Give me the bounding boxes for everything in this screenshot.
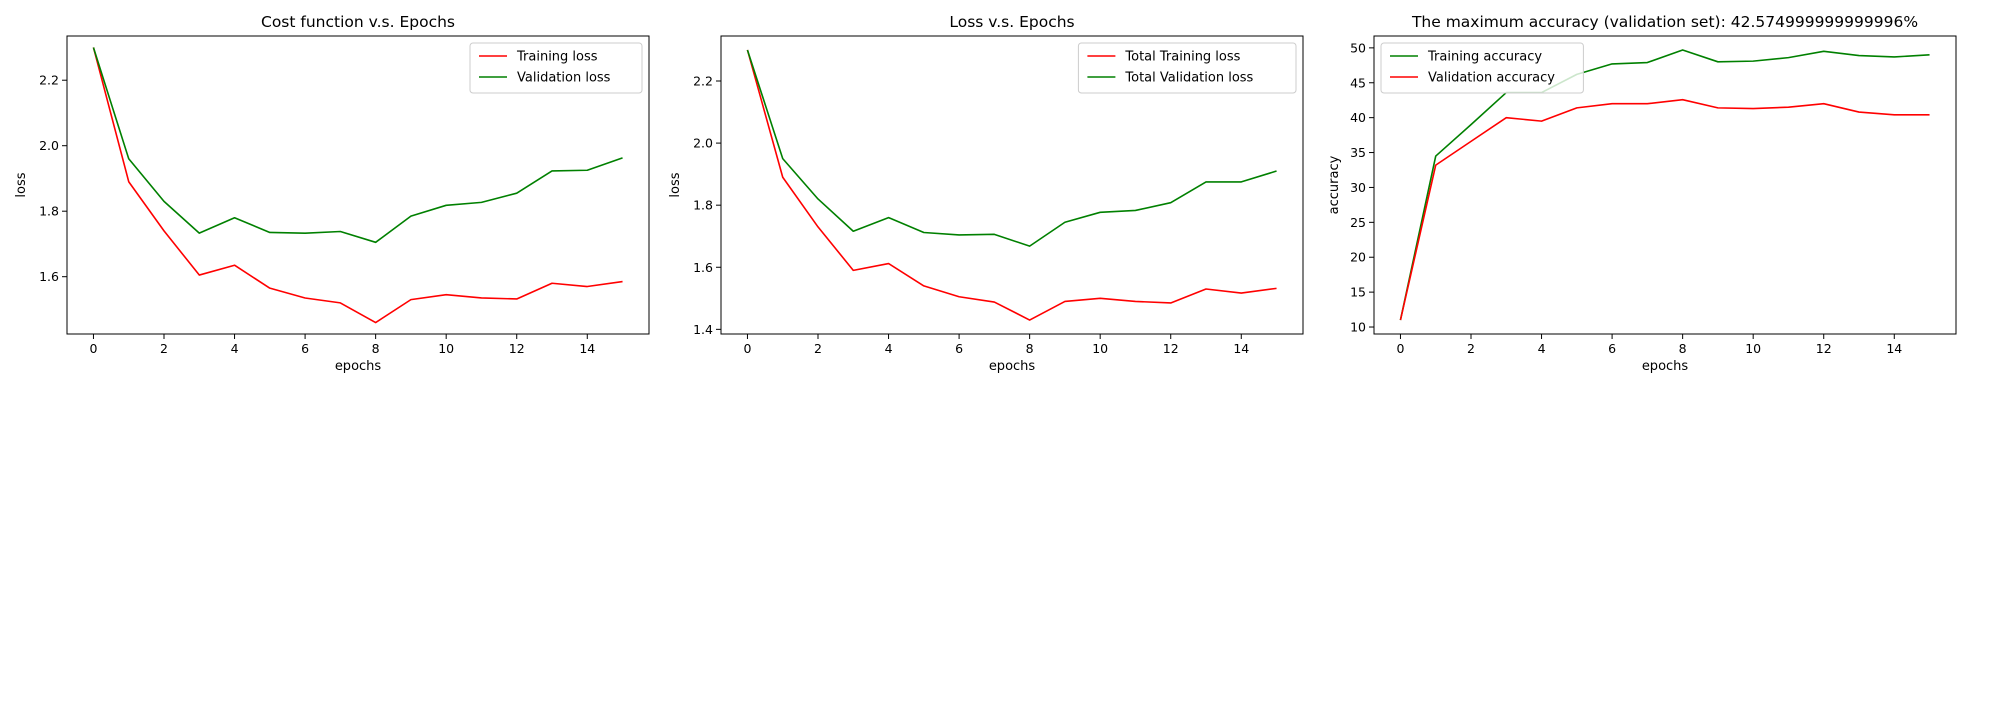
x-tick-label: 10: [438, 341, 454, 356]
series-line-2: [746, 49, 1277, 247]
x-tick-label: 2: [814, 341, 822, 356]
series-lines: [746, 49, 1277, 321]
legend-box: [1077, 42, 1297, 94]
x-tick-label: 10: [1092, 341, 1108, 356]
x-tick-label: 0: [743, 341, 751, 356]
y-axis-label: loss: [668, 172, 683, 197]
legend-label: Validation loss: [517, 71, 611, 86]
plot-frame: [720, 35, 1304, 335]
y-tick-label: 2.2: [693, 74, 713, 89]
chart-title: The maximum accuracy (validation set): 4…: [1411, 13, 1918, 31]
legend-label: Total Training loss: [1124, 50, 1240, 65]
x-tick-label: 4: [1538, 341, 1546, 356]
chart-2: Loss v.s. Epochs 0 2 4 6 8 10 12 14 1.4 1.6 1.8 2.0 2…: [668, 13, 1304, 374]
legend-label: Training accuracy: [1427, 50, 1542, 65]
x-tick-label: 2: [160, 341, 168, 356]
x-tick-label: 14: [1886, 341, 1902, 356]
x-axis-label: epochs: [1642, 359, 1689, 374]
y-tick-label: 1.6: [39, 269, 59, 284]
series-line-1: [1399, 49, 1930, 321]
series-lines: [1399, 49, 1930, 321]
plot-frame: [1373, 35, 1957, 335]
x-tick-label: 8: [1026, 341, 1034, 356]
y-tick-label: 25: [1350, 215, 1366, 230]
x-tick-label: 12: [509, 341, 525, 356]
y-axis-label: accuracy: [1327, 155, 1342, 214]
y-tick-label: 1.8: [693, 198, 713, 213]
chart-title: Cost function v.s. Epochs: [261, 13, 455, 31]
y-tick-label: 1.6: [693, 260, 713, 275]
x-axis-label: epochs: [335, 359, 382, 374]
series-lines: [92, 47, 623, 324]
y-axis: 1.4 1.6 1.8 2.0 2.2: [693, 74, 721, 337]
y-tick-label: 10: [1350, 320, 1366, 335]
x-axis: 0 2 4 6 8 10 12 14: [89, 334, 595, 356]
x-tick-label: 8: [372, 341, 380, 356]
series-line-1: [746, 49, 1277, 321]
x-tick-label: 12: [1816, 341, 1832, 356]
chart-3: The maximum accuracy (validation set): 4…: [1327, 13, 1957, 374]
y-axis: 1.6 1.8 2.0 2.2: [39, 73, 67, 284]
x-tick-label: 14: [1233, 341, 1249, 356]
y-tick-label: 30: [1350, 180, 1366, 195]
y-tick-label: 1.8: [39, 204, 59, 219]
x-axis: 0 2 4 6 8 10 12 14: [1396, 334, 1902, 356]
series-line-2: [1399, 98, 1930, 321]
x-tick-label: 8: [1679, 341, 1687, 356]
legend-label: Total Validation loss: [1124, 71, 1253, 86]
x-tick-label: 4: [885, 341, 893, 356]
y-axis-label: loss: [14, 172, 29, 197]
x-tick-label: 6: [1608, 341, 1616, 356]
chart-title: Loss v.s. Epochs: [949, 13, 1074, 31]
legend: Training loss Validation loss: [469, 42, 643, 94]
y-tick-label: 2.0: [39, 138, 59, 153]
x-axis-label: epochs: [989, 359, 1036, 374]
legend-label: Validation accuracy: [1428, 71, 1555, 86]
legend: Total Training loss Total Validation loss: [1077, 42, 1297, 94]
y-tick-label: 1.4: [693, 322, 713, 337]
plot-frame: [66, 35, 650, 335]
x-tick-label: 0: [1396, 341, 1404, 356]
x-tick-label: 2: [1467, 341, 1475, 356]
legend: Training accuracy Validation accuracy: [1380, 42, 1584, 94]
x-tick-label: 6: [955, 341, 963, 356]
y-tick-label: 2.0: [693, 136, 713, 151]
x-tick-label: 6: [301, 341, 309, 356]
x-tick-label: 4: [231, 341, 239, 356]
legend-box: [469, 42, 643, 94]
y-tick-label: 45: [1350, 75, 1366, 90]
x-axis: 0 2 4 6 8 10 12 14: [743, 334, 1249, 356]
y-tick-label: 50: [1350, 40, 1366, 55]
x-tick-label: 0: [89, 341, 97, 356]
y-tick-label: 35: [1350, 145, 1366, 160]
series-line-1: [92, 47, 623, 324]
legend-box: [1380, 42, 1584, 94]
y-tick-label: 15: [1350, 285, 1366, 300]
x-tick-label: 14: [579, 341, 595, 356]
y-axis: 10 15 20 25 30 35 40 45 50: [1350, 40, 1374, 335]
y-tick-label: 2.2: [39, 73, 59, 88]
series-line-2: [92, 47, 623, 244]
legend-label: Training loss: [516, 50, 598, 65]
x-tick-label: 12: [1163, 341, 1179, 356]
x-tick-label: 10: [1745, 341, 1761, 356]
y-tick-label: 40: [1350, 110, 1366, 125]
y-tick-label: 20: [1350, 250, 1366, 265]
